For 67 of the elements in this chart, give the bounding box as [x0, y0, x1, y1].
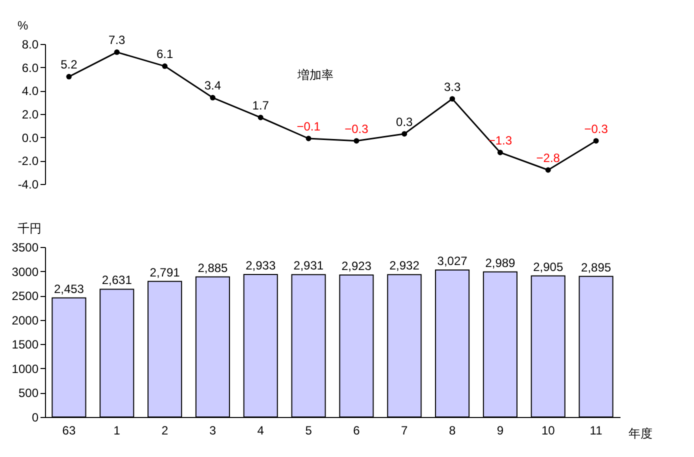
data-label: 2,923: [341, 259, 372, 274]
data-label: 2,791: [150, 265, 180, 280]
data-label: 2,933: [246, 258, 276, 273]
data-label: 5.2: [60, 58, 78, 72]
point: [162, 63, 168, 69]
x-tick-label: 9: [496, 424, 504, 438]
x-tick-label: 1: [114, 424, 121, 438]
data-label: −0.3: [584, 122, 608, 136]
y-tick-label: 1500: [12, 338, 39, 352]
data-label: 0.3: [396, 114, 414, 129]
x-tick-label: 7: [401, 424, 408, 438]
y-tick-label: 8.0: [22, 38, 39, 52]
data-label: −2.8: [536, 151, 560, 165]
y-tick-label: 2.0: [22, 108, 39, 122]
data-label: −0.3: [344, 122, 369, 136]
data-label: 2,905: [533, 260, 564, 274]
point: [354, 138, 360, 144]
data-label: 3.3: [444, 80, 461, 94]
data-label: 2,932: [389, 258, 420, 273]
point: [306, 136, 312, 142]
data-label: 2,931: [294, 258, 324, 273]
x-tick-label: 8: [448, 424, 456, 438]
y-axis-title: 千円: [18, 222, 42, 236]
y-axis-title: %: [18, 18, 28, 32]
point: [402, 131, 408, 137]
data-label: 3,027: [437, 254, 468, 268]
y-tick-label: 500: [18, 386, 39, 400]
y-tick-label: 0.0: [22, 130, 39, 145]
x-tick-label: 5: [305, 424, 312, 438]
y-tick-label: 3500: [12, 240, 39, 254]
y-tick-label: 1000: [12, 362, 39, 376]
y-tick-label: 4.0: [22, 84, 39, 98]
data-label: −1.3: [488, 134, 512, 148]
data-label: 2,885: [198, 260, 228, 275]
y-tick-label: 2000: [12, 313, 39, 328]
x-tick-label: 4: [257, 424, 264, 438]
point: [450, 96, 456, 102]
data-label: 2,453: [54, 282, 84, 296]
x-tick-label: 3: [209, 424, 216, 438]
y-tick-label: 6.0: [22, 60, 39, 75]
y-tick-label: 0: [32, 410, 39, 424]
point: [545, 167, 551, 173]
x-tick-label: 63: [62, 424, 76, 438]
data-label: 2,631: [102, 273, 132, 288]
point: [593, 138, 599, 144]
data-label: 6.1: [156, 47, 174, 62]
y-tick-label: 2500: [12, 289, 39, 304]
x-tick-label: 10: [541, 424, 556, 438]
x-tick-label: 6: [353, 424, 360, 438]
data-label: 3.4: [204, 78, 222, 93]
data-label: 1.7: [252, 98, 270, 112]
text: 増加率: [296, 68, 334, 82]
data-label: 7.3: [108, 33, 126, 48]
y-tick-label: -2.0: [18, 154, 39, 168]
point: [114, 49, 120, 55]
y-tick-label: 3000: [12, 264, 39, 279]
x-tick-label: 2: [161, 424, 168, 438]
point: [258, 114, 264, 120]
data-label: 2,895: [581, 260, 612, 274]
x-axis-title: 年度: [628, 426, 652, 440]
x-tick-label: 11: [590, 424, 603, 438]
data-label: −0.1: [296, 120, 321, 134]
point: [497, 150, 503, 156]
point: [66, 74, 72, 80]
data-label: 2,989: [485, 256, 516, 270]
y-tick-label: -4.0: [18, 178, 39, 192]
point: [210, 94, 216, 100]
